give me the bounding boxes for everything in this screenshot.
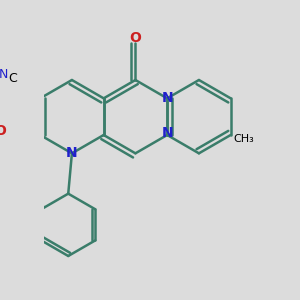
Text: N: N	[66, 146, 78, 160]
Text: C: C	[8, 72, 17, 85]
Text: N: N	[161, 91, 173, 105]
Text: CH₃: CH₃	[233, 134, 254, 144]
Text: N: N	[161, 126, 173, 140]
Text: N: N	[0, 68, 8, 81]
Text: O: O	[130, 31, 141, 45]
Text: O: O	[0, 124, 6, 138]
